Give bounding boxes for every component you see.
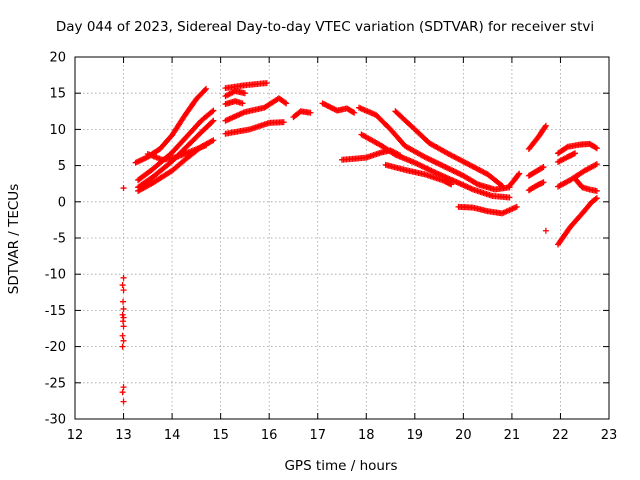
data-point	[593, 145, 600, 152]
data-point	[307, 109, 314, 116]
data-point	[119, 343, 126, 350]
x-tick-label: 21	[504, 428, 521, 443]
x-tick-label: 13	[115, 428, 132, 443]
data-point	[203, 142, 210, 149]
data-point	[203, 85, 210, 92]
x-tick-label: 17	[309, 428, 326, 443]
y-tick-label: 5	[58, 159, 66, 174]
data-point	[239, 100, 246, 107]
data-point	[497, 181, 504, 188]
y-tick-label: -30	[45, 413, 66, 428]
data-point	[499, 182, 506, 189]
data-point	[263, 80, 270, 87]
data-point	[120, 287, 127, 294]
data-point	[540, 179, 547, 186]
data-point	[280, 119, 287, 126]
data-point	[515, 171, 522, 178]
data-point	[120, 323, 127, 330]
data-point	[593, 187, 600, 194]
data-point	[120, 398, 127, 405]
data-point	[448, 181, 455, 188]
data-point	[349, 109, 356, 116]
data-point	[593, 195, 600, 202]
data-point	[210, 117, 217, 124]
x-tick-label: 23	[601, 428, 618, 443]
data-point	[542, 122, 549, 129]
data-point	[120, 384, 127, 391]
data-point	[119, 282, 126, 289]
data-point	[563, 144, 570, 151]
data-point	[513, 203, 520, 210]
y-tick-label: -10	[45, 268, 66, 283]
y-tick-label: 10	[49, 123, 66, 138]
axis-ticks: 12 13 14 15 16 17 18 19 20 21 22 23 -30 -25 -20 -15 -10 -…	[45, 51, 618, 444]
data-point	[120, 318, 127, 325]
data-point	[120, 337, 127, 344]
x-axis-label: GPS time / hours	[284, 458, 397, 474]
x-tick-label: 20	[455, 428, 472, 443]
x-tick-label: 18	[358, 428, 375, 443]
y-tick-label: -15	[45, 304, 66, 319]
grid-lines	[75, 57, 609, 419]
data-point	[120, 305, 127, 312]
data-point	[210, 137, 217, 144]
x-tick-label: 19	[407, 428, 424, 443]
y-tick-label: 0	[58, 195, 66, 210]
data-point	[201, 86, 208, 93]
x-tick-label: 16	[261, 428, 278, 443]
data-point	[473, 180, 480, 187]
data-point	[119, 389, 126, 396]
data-point	[540, 164, 547, 171]
x-tick-label: 15	[212, 428, 229, 443]
y-tick-label: -20	[45, 340, 66, 355]
data-point	[281, 99, 288, 106]
data-point	[120, 185, 127, 192]
data-point	[241, 90, 248, 97]
data-point	[209, 118, 216, 125]
data-point	[209, 108, 216, 115]
data-point	[119, 311, 126, 318]
data-point	[542, 123, 549, 130]
data-point	[516, 170, 523, 177]
data-point	[209, 137, 216, 144]
data-point	[592, 196, 599, 203]
data-point	[593, 161, 600, 168]
data-point	[506, 194, 513, 201]
x-tick-label: 12	[67, 428, 84, 443]
data-point	[539, 164, 546, 171]
y-tick-label: -5	[53, 232, 66, 247]
data-points	[119, 80, 600, 405]
x-tick-label: 14	[164, 428, 181, 443]
data-point	[592, 144, 599, 151]
data-point	[351, 109, 358, 116]
y-tick-label: 15	[49, 87, 66, 102]
y-tick-label: -25	[45, 376, 66, 391]
data-point	[572, 150, 579, 157]
data-point	[119, 332, 126, 339]
y-tick-label: 20	[49, 51, 66, 66]
chart-title: Day 044 of 2023, Sidereal Day-to-day VTE…	[56, 19, 594, 35]
data-point	[592, 161, 599, 168]
data-point	[120, 298, 127, 305]
x-tick-label: 22	[552, 428, 569, 443]
data-point	[210, 107, 217, 114]
data-point	[542, 227, 549, 234]
y-axis-label: SDTVAR / TECUs	[6, 184, 22, 294]
data-point	[120, 274, 127, 281]
data-point	[283, 100, 290, 107]
